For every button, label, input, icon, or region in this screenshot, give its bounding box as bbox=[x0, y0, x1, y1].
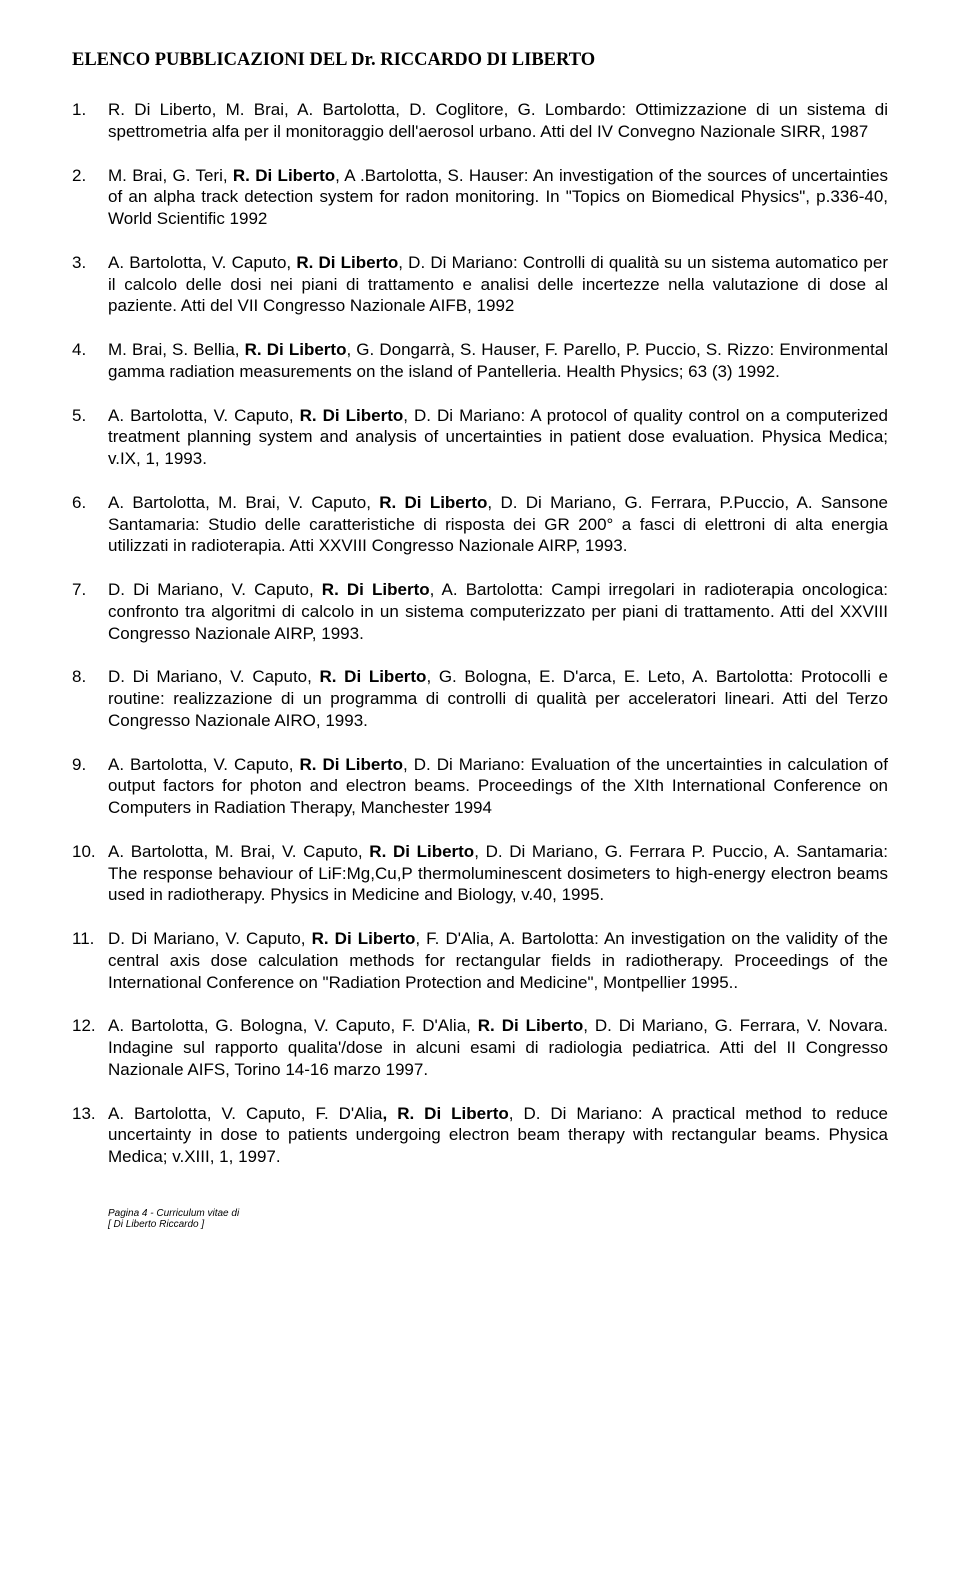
publications-list: 1.R. Di Liberto, M. Brai, A. Bartolotta,… bbox=[72, 99, 888, 1168]
publication-item: 6.A. Bartolotta, M. Brai, V. Caputo, R. … bbox=[72, 492, 888, 557]
footer-author: [ Di Liberto Riccardo ] bbox=[108, 1219, 888, 1230]
publication-item: 13.A. Bartolotta, V. Caputo, F. D'Alia, … bbox=[72, 1103, 888, 1168]
publication-number: 3. bbox=[72, 252, 108, 317]
publication-number: 7. bbox=[72, 579, 108, 644]
publication-text: M. Brai, S. Bellia, R. Di Liberto, G. Do… bbox=[108, 339, 888, 383]
publication-number: 13. bbox=[72, 1103, 108, 1168]
publication-item: 9.A. Bartolotta, V. Caputo, R. Di Libert… bbox=[72, 754, 888, 819]
publication-item: 12.A. Bartolotta, G. Bologna, V. Caputo,… bbox=[72, 1015, 888, 1080]
publication-text: A. Bartolotta, M. Brai, V. Caputo, R. Di… bbox=[108, 492, 888, 557]
publication-item: 10.A. Bartolotta, M. Brai, V. Caputo, R.… bbox=[72, 841, 888, 906]
publication-item: 5.A. Bartolotta, V. Caputo, R. Di Libert… bbox=[72, 405, 888, 470]
footer-page-info: Pagina 4 - Curriculum vitae di bbox=[108, 1208, 888, 1219]
footer: Pagina 4 - Curriculum vitae di [ Di Libe… bbox=[108, 1208, 888, 1230]
publication-number: 8. bbox=[72, 666, 108, 731]
publication-text: M. Brai, G. Teri, R. Di Liberto, A .Bart… bbox=[108, 165, 888, 230]
publication-text: A. Bartolotta, V. Caputo, R. Di Liberto,… bbox=[108, 252, 888, 317]
publication-number: 4. bbox=[72, 339, 108, 383]
publication-number: 6. bbox=[72, 492, 108, 557]
publication-text: D. Di Mariano, V. Caputo, R. Di Liberto,… bbox=[108, 579, 888, 644]
page-title: ELENCO PUBBLICAZIONI DEL Dr. RICCARDO DI… bbox=[72, 50, 888, 71]
publication-number: 5. bbox=[72, 405, 108, 470]
publication-item: 11.D. Di Mariano, V. Caputo, R. Di Liber… bbox=[72, 928, 888, 993]
publication-item: 1.R. Di Liberto, M. Brai, A. Bartolotta,… bbox=[72, 99, 888, 143]
publication-text: A. Bartolotta, M. Brai, V. Caputo, R. Di… bbox=[108, 841, 888, 906]
publication-item: 7.D. Di Mariano, V. Caputo, R. Di Libert… bbox=[72, 579, 888, 644]
publication-number: 2. bbox=[72, 165, 108, 230]
publication-item: 8.D. Di Mariano, V. Caputo, R. Di Libert… bbox=[72, 666, 888, 731]
publication-item: 2.M. Brai, G. Teri, R. Di Liberto, A .Ba… bbox=[72, 165, 888, 230]
publication-text: A. Bartolotta, V. Caputo, F. D'Alia, R. … bbox=[108, 1103, 888, 1168]
publication-number: 1. bbox=[72, 99, 108, 143]
publication-number: 10. bbox=[72, 841, 108, 906]
publication-number: 11. bbox=[72, 928, 108, 993]
publication-text: A. Bartolotta, V. Caputo, R. Di Liberto,… bbox=[108, 405, 888, 470]
publication-text: D. Di Mariano, V. Caputo, R. Di Liberto,… bbox=[108, 666, 888, 731]
publication-text: R. Di Liberto, M. Brai, A. Bartolotta, D… bbox=[108, 99, 888, 143]
publication-text: D. Di Mariano, V. Caputo, R. Di Liberto,… bbox=[108, 928, 888, 993]
publication-number: 9. bbox=[72, 754, 108, 819]
publication-text: A. Bartolotta, V. Caputo, R. Di Liberto,… bbox=[108, 754, 888, 819]
publication-item: 3.A. Bartolotta, V. Caputo, R. Di Libert… bbox=[72, 252, 888, 317]
publication-item: 4.M. Brai, S. Bellia, R. Di Liberto, G. … bbox=[72, 339, 888, 383]
publication-text: A. Bartolotta, G. Bologna, V. Caputo, F.… bbox=[108, 1015, 888, 1080]
publication-number: 12. bbox=[72, 1015, 108, 1080]
